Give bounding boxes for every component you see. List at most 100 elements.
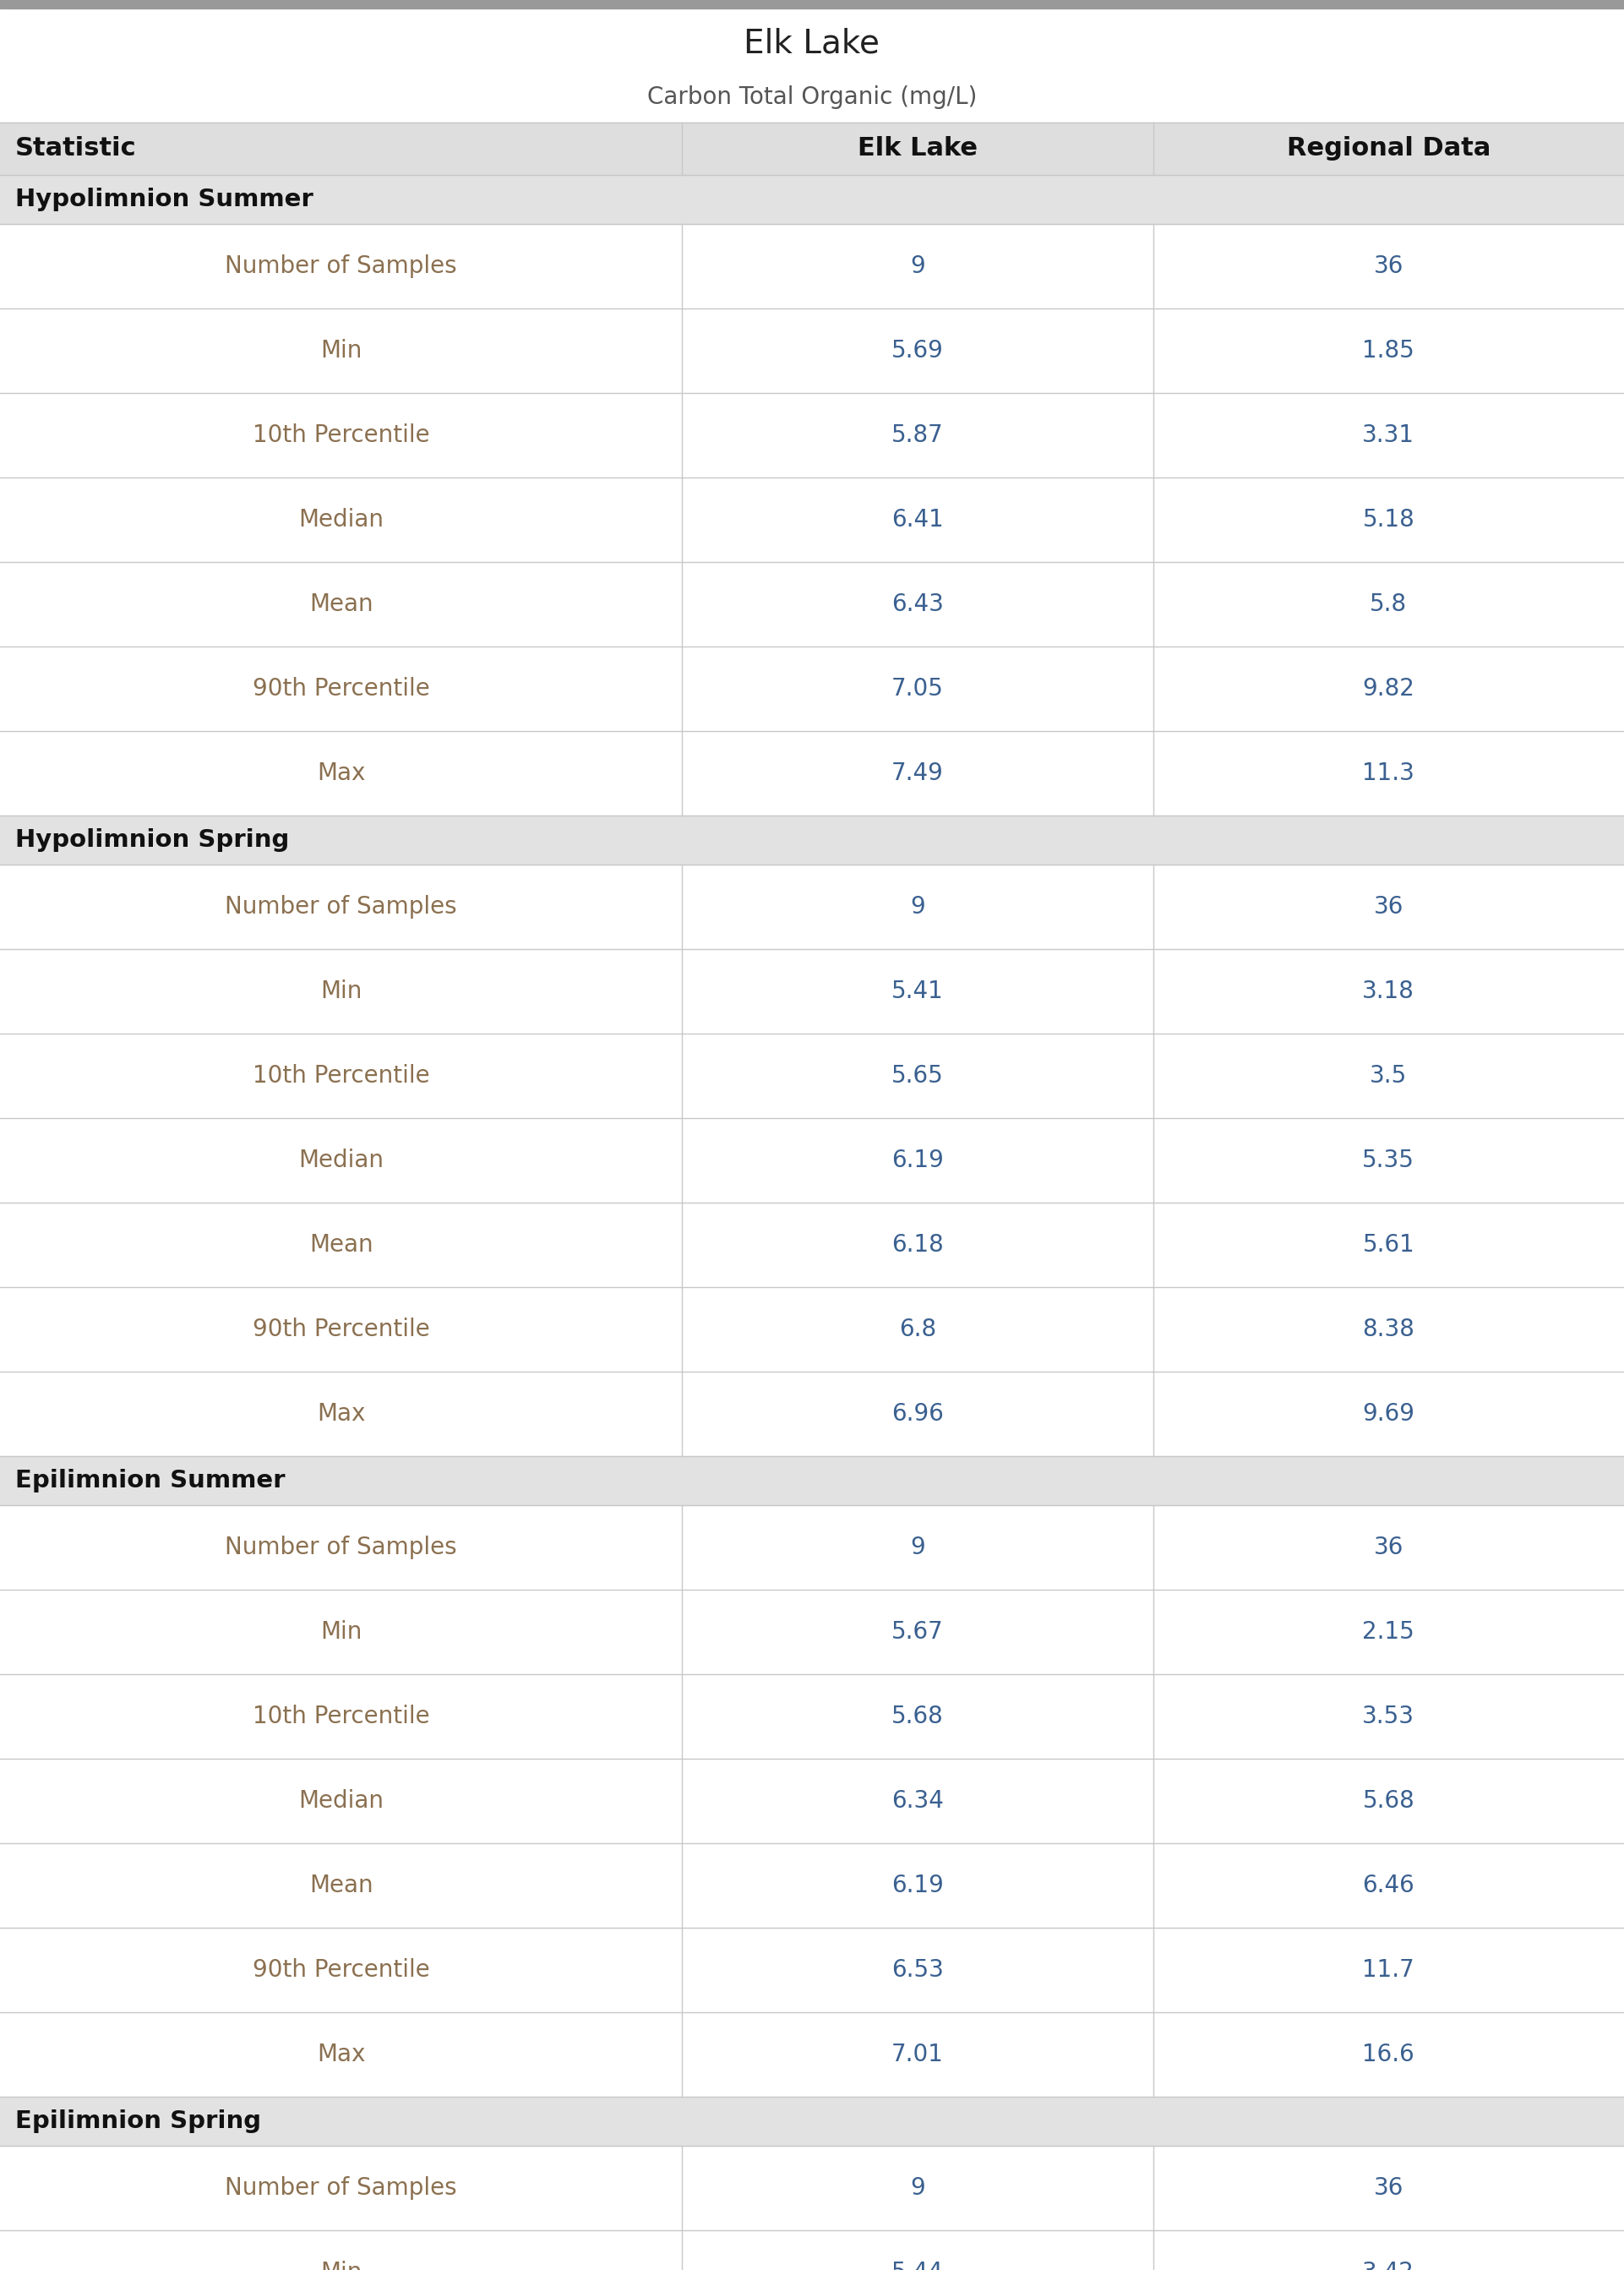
Bar bbox=[0, 1287, 1624, 1371]
Text: 3.42: 3.42 bbox=[1363, 2261, 1415, 2270]
Text: Min: Min bbox=[320, 2261, 362, 2270]
Text: 90th Percentile: 90th Percentile bbox=[252, 1317, 430, 1342]
Text: 6.34: 6.34 bbox=[892, 1789, 944, 1814]
Text: 9.69: 9.69 bbox=[1363, 1403, 1415, 1426]
Text: 7.49: 7.49 bbox=[892, 760, 944, 785]
Text: 6.43: 6.43 bbox=[892, 592, 944, 615]
Bar bbox=[0, 225, 1624, 309]
Text: Number of Samples: Number of Samples bbox=[226, 1535, 456, 1559]
Text: 16.6: 16.6 bbox=[1363, 2043, 1415, 2066]
Text: 6.18: 6.18 bbox=[892, 1233, 944, 1258]
Text: 3.5: 3.5 bbox=[1369, 1065, 1408, 1087]
Text: 90th Percentile: 90th Percentile bbox=[252, 676, 430, 701]
Text: 3.18: 3.18 bbox=[1363, 978, 1415, 1003]
Text: 5.18: 5.18 bbox=[1363, 508, 1415, 531]
Bar bbox=[0, 949, 1624, 1033]
Text: Number of Samples: Number of Samples bbox=[226, 2177, 456, 2200]
Text: 6.19: 6.19 bbox=[892, 1149, 944, 1171]
Text: Epilimnion Spring: Epilimnion Spring bbox=[15, 2109, 261, 2134]
Bar bbox=[0, 865, 1624, 949]
Text: 90th Percentile: 90th Percentile bbox=[252, 1959, 430, 1982]
Text: 9: 9 bbox=[909, 1535, 926, 1559]
Text: 6.46: 6.46 bbox=[1363, 1873, 1415, 1898]
Text: Mean: Mean bbox=[309, 592, 374, 615]
Text: 8.38: 8.38 bbox=[1363, 1317, 1415, 1342]
Text: 5.68: 5.68 bbox=[892, 1705, 944, 1727]
Bar bbox=[0, 1203, 1624, 1287]
Bar bbox=[0, 1843, 1624, 1927]
Text: 6.53: 6.53 bbox=[892, 1959, 944, 1982]
Text: 1.85: 1.85 bbox=[1363, 338, 1415, 363]
Bar bbox=[0, 2145, 1624, 2231]
Bar bbox=[0, 2097, 1624, 2145]
Bar bbox=[0, 175, 1624, 225]
Text: Max: Max bbox=[317, 760, 365, 785]
Text: Mean: Mean bbox=[309, 1873, 374, 1898]
Text: 5.35: 5.35 bbox=[1363, 1149, 1415, 1171]
Text: 7.05: 7.05 bbox=[892, 676, 944, 701]
Text: 7.01: 7.01 bbox=[892, 2043, 944, 2066]
Text: 5.44: 5.44 bbox=[892, 2261, 944, 2270]
Text: 6.96: 6.96 bbox=[892, 1403, 944, 1426]
Text: 9: 9 bbox=[909, 2177, 926, 2200]
Bar bbox=[0, 1455, 1624, 1505]
Bar bbox=[0, 1589, 1624, 1675]
Bar bbox=[0, 123, 1624, 175]
Bar bbox=[0, 563, 1624, 647]
Text: 3.53: 3.53 bbox=[1363, 1705, 1415, 1727]
Text: 10th Percentile: 10th Percentile bbox=[252, 1065, 430, 1087]
Text: Number of Samples: Number of Samples bbox=[226, 894, 456, 919]
Text: Median: Median bbox=[299, 1149, 383, 1171]
Text: 36: 36 bbox=[1374, 254, 1403, 277]
Bar bbox=[0, 309, 1624, 393]
Text: 36: 36 bbox=[1374, 1535, 1403, 1559]
Text: 6.19: 6.19 bbox=[892, 1873, 944, 1898]
Text: 5.41: 5.41 bbox=[892, 978, 944, 1003]
Bar bbox=[0, 731, 1624, 815]
Text: Hypolimnion Spring: Hypolimnion Spring bbox=[15, 829, 289, 851]
Text: Max: Max bbox=[317, 2043, 365, 2066]
Bar bbox=[0, 2011, 1624, 2097]
Text: Median: Median bbox=[299, 508, 383, 531]
Text: Median: Median bbox=[299, 1789, 383, 1814]
Bar bbox=[0, 1505, 1624, 1589]
Text: Mean: Mean bbox=[309, 1233, 374, 1258]
Text: 6.8: 6.8 bbox=[900, 1317, 935, 1342]
Text: 9.82: 9.82 bbox=[1363, 676, 1415, 701]
Text: 5.8: 5.8 bbox=[1371, 592, 1406, 615]
Bar bbox=[0, 0, 1624, 9]
Text: 10th Percentile: 10th Percentile bbox=[252, 424, 430, 447]
Text: 6.41: 6.41 bbox=[892, 508, 944, 531]
Text: 36: 36 bbox=[1374, 2177, 1403, 2200]
Text: Hypolimnion Summer: Hypolimnion Summer bbox=[15, 188, 313, 211]
Bar bbox=[0, 2231, 1624, 2270]
Text: Epilimnion Summer: Epilimnion Summer bbox=[15, 1469, 286, 1491]
Text: Carbon Total Organic (mg/L): Carbon Total Organic (mg/L) bbox=[646, 86, 978, 109]
Text: Statistic: Statistic bbox=[15, 136, 136, 161]
Text: 36: 36 bbox=[1374, 894, 1403, 919]
Text: 5.87: 5.87 bbox=[892, 424, 944, 447]
Bar bbox=[0, 1371, 1624, 1455]
Bar bbox=[0, 815, 1624, 865]
Text: Min: Min bbox=[320, 338, 362, 363]
Bar bbox=[0, 1759, 1624, 1843]
Text: Min: Min bbox=[320, 978, 362, 1003]
Text: 5.61: 5.61 bbox=[1363, 1233, 1415, 1258]
Text: 2.15: 2.15 bbox=[1363, 1621, 1415, 1643]
Bar bbox=[0, 1033, 1624, 1119]
Bar bbox=[0, 477, 1624, 563]
Text: Max: Max bbox=[317, 1403, 365, 1426]
Text: 5.69: 5.69 bbox=[892, 338, 944, 363]
Bar bbox=[0, 647, 1624, 731]
Text: 10th Percentile: 10th Percentile bbox=[252, 1705, 430, 1727]
Text: 5.65: 5.65 bbox=[892, 1065, 944, 1087]
Text: Number of Samples: Number of Samples bbox=[226, 254, 456, 277]
Bar bbox=[0, 1675, 1624, 1759]
Text: 5.67: 5.67 bbox=[892, 1621, 944, 1643]
Text: Min: Min bbox=[320, 1621, 362, 1643]
Text: 5.68: 5.68 bbox=[1363, 1789, 1415, 1814]
Bar bbox=[0, 1927, 1624, 2011]
Text: Regional Data: Regional Data bbox=[1286, 136, 1491, 161]
Text: Elk Lake: Elk Lake bbox=[857, 136, 978, 161]
Bar bbox=[0, 1119, 1624, 1203]
